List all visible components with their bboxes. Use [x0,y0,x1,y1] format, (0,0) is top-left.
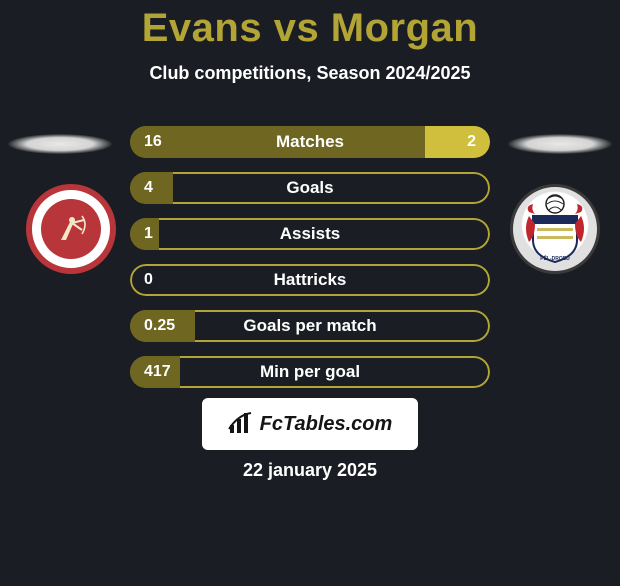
stat-row: 4Goals [130,172,490,204]
branding-text: FcTables.com [260,413,393,436]
shield-icon: PÊL-DROED [523,194,587,264]
player-left-crest [26,184,116,274]
player-left-halo [8,134,112,154]
stat-bars: 162Matches 4Goals 1Assists 0Hattricks 0.25Go… [130,126,490,402]
subtitle: Club competitions, Season 2024/2025 [0,63,620,84]
archer-icon [52,210,90,248]
stat-row: 1Assists [130,218,490,250]
page-title: Evans vs Morgan [0,6,620,51]
comparison-stage: PÊL-DROED 162Matches 4Goals 1Assists 0Hattr… [0,106,620,406]
branding-badge: FcTables.com [202,398,418,450]
stat-label: Goals per match [130,316,490,336]
stat-label: Matches [130,132,490,152]
player-right-crest: PÊL-DROED [510,184,600,274]
stat-label: Min per goal [130,362,490,382]
stat-label: Hattricks [130,270,490,290]
stat-row: 417Min per goal [130,356,490,388]
bar-chart-icon [228,411,254,437]
stat-row: 0.25Goals per match [130,310,490,342]
stat-row: 162Matches [130,126,490,158]
stat-label: Goals [130,178,490,198]
stat-row: 0Hattricks [130,264,490,296]
footer-date: 22 january 2025 [0,460,620,481]
stat-label: Assists [130,224,490,244]
player-right-halo [508,134,612,154]
svg-text:PÊL-DROED: PÊL-DROED [540,254,570,262]
